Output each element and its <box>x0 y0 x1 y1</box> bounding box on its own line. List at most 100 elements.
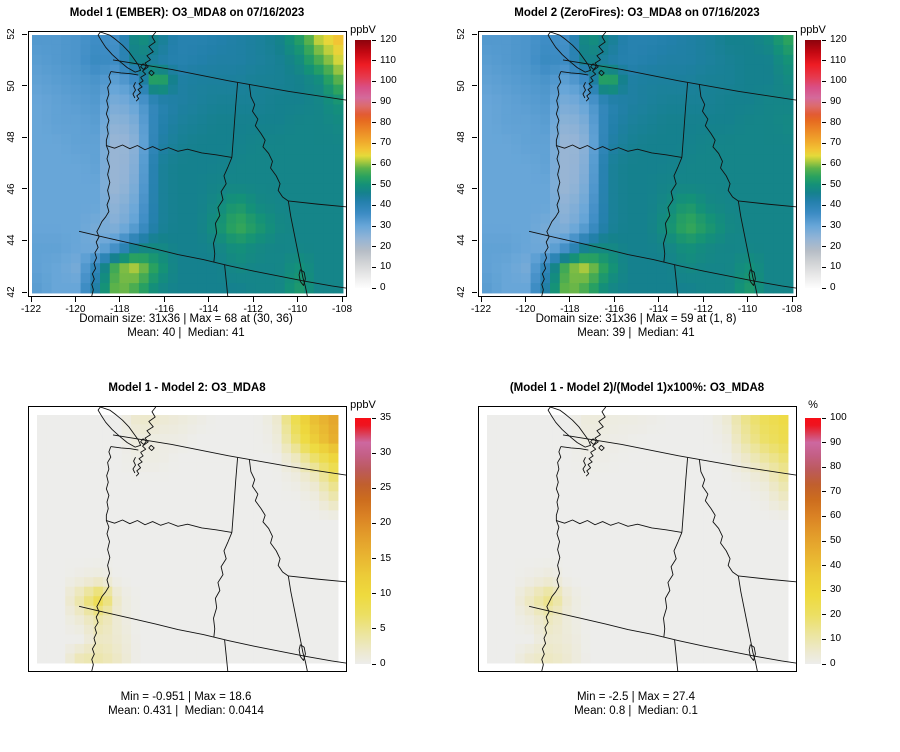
caption-percent-difference-line1: Min = -2.5 | Max = 27.4 <box>576 691 696 703</box>
map-box-model1 <box>28 31 347 297</box>
x-axis-tick <box>658 297 660 302</box>
colorbar-tick <box>372 246 376 248</box>
colorbar-tick <box>372 142 376 144</box>
colorbar-tick <box>372 452 376 454</box>
x-axis-tick-label: -108 <box>781 304 802 315</box>
colorbar-tick <box>822 491 826 493</box>
colorbar-tick <box>372 558 376 560</box>
colorbar-difference <box>355 418 371 664</box>
colorbar-tick-label: 30 <box>830 584 842 596</box>
colorbar-tick <box>822 663 826 665</box>
colorbar-tick <box>372 225 376 227</box>
y-axis-tick-label: 42 <box>6 286 17 298</box>
colorbar-tick <box>822 184 826 186</box>
colorbar-tick-label: 110 <box>830 54 846 66</box>
colorbar-tick <box>822 80 826 82</box>
colorbar-tick-label: 10 <box>380 587 392 599</box>
caption-model1-line2: Mean: 40 | Median: 41 <box>127 327 245 339</box>
colorbar-tick-label: 90 <box>830 96 842 107</box>
x-axis-tick <box>747 297 749 302</box>
y-axis-tick-label: 44 <box>456 234 467 246</box>
colorbar-tick-label: 100 <box>830 412 847 423</box>
colorbar-tick-label: 20 <box>380 517 392 529</box>
x-axis-tick <box>163 297 165 302</box>
x-axis-tick-label: -112 <box>243 304 263 315</box>
x-axis-tick-label: -122 <box>20 304 41 315</box>
colorbar-tick-label: 50 <box>380 178 392 190</box>
panel-title-difference: Model 1 - Model 2: O3_MDA8 <box>108 382 266 394</box>
x-axis-tick-label: -122 <box>470 304 491 315</box>
y-axis-tick <box>22 136 27 138</box>
colorbar-tick <box>372 663 376 665</box>
caption-difference-line1: Min = -0.951 | Max = 18.6 <box>120 691 252 703</box>
caption-model2-line2: Mean: 39 | Median: 41 <box>577 327 695 339</box>
colorbar-tick <box>372 163 376 165</box>
map-box-percent-difference <box>478 406 797 672</box>
colorbar-tick-label: 20 <box>380 240 392 252</box>
x-axis-tick <box>613 297 615 302</box>
colorbar-tick <box>372 184 376 186</box>
x-axis-tick-label: -110 <box>287 304 308 315</box>
colorbar-tick <box>372 101 376 103</box>
colorbar-unit-model1: ppbV <box>350 24 376 36</box>
x-axis-tick-label: -108 <box>331 304 352 315</box>
x-axis-tick <box>252 297 254 302</box>
colorbar-unit-percent-difference: % <box>808 399 818 411</box>
x-axis-tick-label: -114 <box>199 304 219 315</box>
y-axis-tick-label: 46 <box>6 183 17 195</box>
colorbar-tick <box>372 60 376 62</box>
colorbar-tick-label: 0 <box>380 658 386 669</box>
x-axis-tick <box>74 297 76 302</box>
colorbar-tick-label: 50 <box>830 178 842 190</box>
colorbar-tick <box>822 515 826 517</box>
colorbar-unit-model2: ppbV <box>800 24 826 36</box>
colorbar-tick <box>372 593 376 595</box>
map-canvas-model1 <box>29 32 346 296</box>
colorbar-tick <box>822 540 826 542</box>
colorbar-tick-label: 60 <box>830 158 842 169</box>
x-axis-tick-label: -110 <box>737 304 758 315</box>
colorbar-tick-label: 110 <box>380 54 396 66</box>
colorbar-tick <box>372 628 376 630</box>
colorbar-tick-label: 120 <box>380 34 397 45</box>
colorbar-tick <box>822 417 826 419</box>
colorbar-tick-label: 30 <box>830 220 842 231</box>
colorbar-tick-label: 70 <box>380 137 392 149</box>
map-canvas-difference <box>29 407 346 671</box>
colorbar-tick-label: 10 <box>380 261 392 273</box>
colorbar-tick-label: 40 <box>830 559 842 571</box>
y-axis-tick-label: 52 <box>6 28 17 40</box>
y-axis-tick-label: 50 <box>456 80 467 92</box>
colorbar-tick-label: 120 <box>830 34 847 45</box>
y-axis-tick <box>472 239 477 241</box>
colorbar-tick-label: 0 <box>830 658 836 669</box>
colorbar-tick <box>822 614 826 616</box>
colorbar-tick <box>822 442 826 444</box>
x-axis-tick-label: -114 <box>649 304 669 315</box>
colorbar-tick-label: 40 <box>830 199 842 211</box>
map-box-model2 <box>478 31 797 297</box>
y-axis-tick <box>472 188 477 190</box>
y-axis-tick <box>472 85 477 87</box>
colorbar-tick-label: 60 <box>830 510 842 522</box>
x-axis-tick <box>480 297 482 302</box>
y-axis-tick-label: 50 <box>6 80 17 92</box>
y-axis-tick <box>22 33 27 35</box>
colorbar-tick-label: 10 <box>830 633 842 645</box>
x-axis-tick <box>702 297 704 302</box>
colorbar-tick <box>822 246 826 248</box>
map-canvas-model2 <box>479 32 796 296</box>
y-axis-tick <box>22 291 27 293</box>
colorbar-tick <box>822 122 826 124</box>
x-axis-tick <box>341 297 343 302</box>
panel-title-model2: Model 2 (ZeroFires): O3_MDA8 on 07/16/20… <box>514 7 760 19</box>
colorbar-tick <box>822 266 826 268</box>
x-axis-tick <box>791 297 793 302</box>
x-axis-tick-label: -118 <box>560 304 580 315</box>
x-axis-tick <box>119 297 121 302</box>
colorbar-tick <box>822 204 826 206</box>
map-canvas-percent-difference <box>479 407 796 671</box>
panel-title-percent-difference: (Model 1 - Model 2)/(Model 1)x100%: O3_M… <box>509 382 765 394</box>
colorbar-tick <box>822 287 826 289</box>
